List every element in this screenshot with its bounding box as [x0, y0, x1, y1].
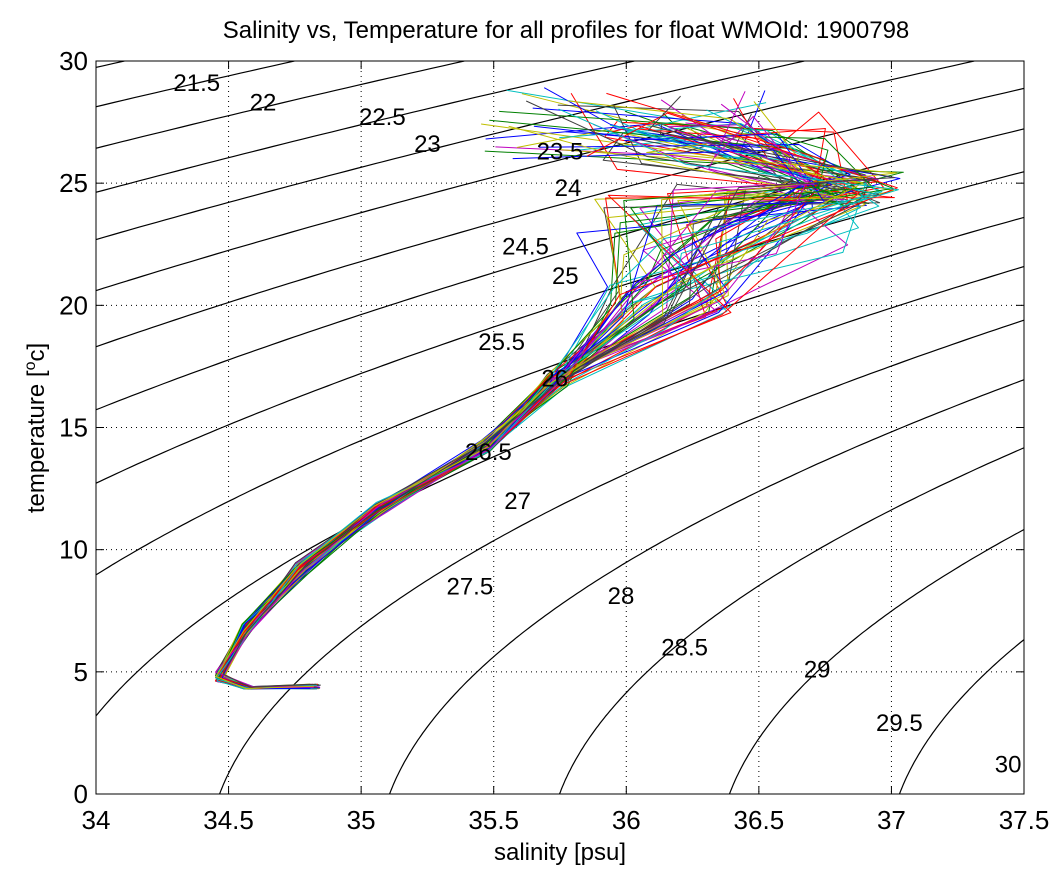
y-tick-label: 20 — [59, 290, 88, 320]
y-tick-label: 0 — [74, 779, 88, 809]
y-tick-label: 30 — [59, 46, 88, 76]
profile-trace — [222, 115, 807, 689]
profile-trace — [216, 124, 877, 690]
x-tick-label: 36.5 — [734, 805, 785, 835]
x-tick-label: 35.5 — [468, 805, 519, 835]
float-profiles — [214, 87, 904, 690]
contour-label: 21.5 — [173, 70, 220, 97]
profile-trace — [218, 92, 826, 688]
x-tick-label: 35 — [347, 805, 376, 835]
isopycnal-line — [96, 61, 635, 193]
profile-trace — [217, 100, 794, 688]
isopycnal-line — [96, 61, 295, 108]
grid — [96, 61, 1024, 794]
isopycnal-line — [728, 528, 1024, 794]
y-tick-label: 10 — [59, 535, 88, 565]
profile-trace — [222, 95, 895, 688]
isopycnal-line — [96, 128, 1024, 411]
profile-trace — [217, 131, 796, 689]
profile-trace — [216, 99, 840, 689]
contour-label: 25.5 — [478, 329, 525, 356]
contour-label: 26 — [541, 366, 568, 393]
x-tick-label: 34 — [82, 805, 111, 835]
isopycnal-line — [96, 61, 805, 241]
isopycnal-line — [898, 638, 1024, 794]
isopycnal-line — [96, 216, 1024, 576]
profile-trace — [215, 108, 899, 690]
y-tick-label: 5 — [74, 657, 88, 687]
profile-trace — [215, 143, 897, 689]
profile-trace — [215, 123, 813, 689]
profile-trace — [221, 128, 870, 689]
density-contour-labels: 21.5 22 22.5 23 23.5 24 24.525 25.5 26 26.5 27 27.5… — [173, 70, 1021, 779]
x-tick-label: 34.5 — [203, 805, 254, 835]
isopycnal-line — [96, 61, 465, 149]
contour-label: 26.5 — [465, 439, 512, 466]
contour-label: 27.5 — [446, 573, 493, 600]
contour-label: 25 — [552, 263, 579, 290]
contour-label: 28 — [608, 583, 635, 610]
contour-label: 24.5 — [502, 234, 549, 261]
y-axis-label: temperature [oc] — [22, 343, 50, 513]
isopycnal-line — [558, 447, 1024, 794]
contour-label: 24 — [555, 175, 582, 202]
contour-label: 22 — [250, 90, 277, 117]
isopycnal-line — [219, 319, 1024, 794]
x-tick-label: 36 — [612, 805, 641, 835]
profile-trace — [215, 138, 875, 690]
x-axis-label: salinity [psu] — [494, 839, 626, 866]
contour-label: 22.5 — [359, 104, 406, 131]
y-axis-label-main: temperature [ — [23, 370, 50, 513]
x-tick-label: 37 — [877, 805, 906, 835]
contour-label: 29 — [804, 656, 831, 683]
density-contours — [96, 61, 1024, 794]
contour-label: 28.5 — [661, 634, 708, 661]
profile-trace — [215, 124, 815, 688]
isopycnal-line — [389, 379, 1024, 794]
isopycnal-line — [96, 171, 1024, 484]
y-axis: 0 5 10 15 20 25 30 — [59, 46, 1024, 809]
contour-label: 27 — [504, 488, 531, 515]
contour-label: 29.5 — [876, 710, 923, 737]
profile-trace — [216, 132, 808, 689]
contour-label: 23.5 — [537, 138, 584, 165]
isopycnal-line — [96, 61, 125, 68]
y-axis-label-superscript: o — [22, 361, 39, 370]
contour-label: 23 — [414, 131, 441, 158]
chart-title: Salinity vs, Temperature for all profile… — [223, 17, 910, 44]
isopycnal-line — [96, 61, 975, 292]
contour-label: 30 — [995, 752, 1022, 779]
x-tick-label: 37.5 — [999, 805, 1050, 835]
y-axis-label-end: c] — [23, 343, 50, 362]
y-tick-label: 25 — [59, 168, 88, 198]
isopycnal-line — [96, 87, 1024, 348]
y-tick-label: 15 — [59, 413, 88, 443]
profile-trace — [219, 91, 845, 689]
x-axis: 34 34.5 35 35.5 36 36.5 37 37.5 — [82, 61, 1050, 835]
